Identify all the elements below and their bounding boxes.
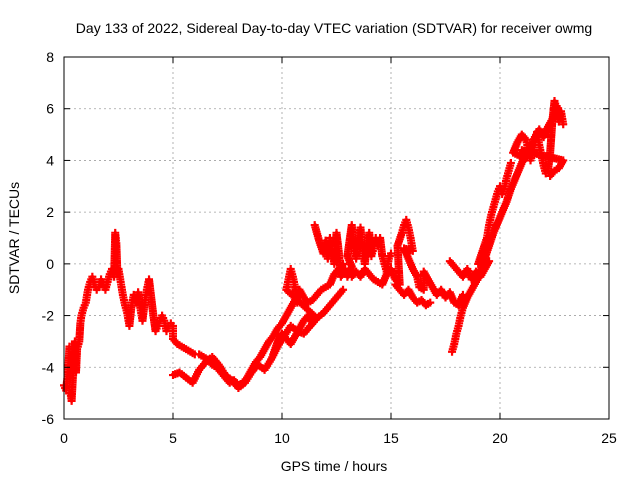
x-tick-label: 5: [169, 430, 177, 446]
y-tick-label: 2: [46, 204, 54, 220]
y-tick-label: -6: [42, 411, 55, 427]
y-axis-label: SDTVAR / TECUs: [6, 182, 22, 294]
y-tick-label: -2: [42, 308, 55, 324]
data-series-sdtvar: [60, 96, 568, 405]
plot-frame: [63, 56, 610, 420]
data-point: [559, 120, 568, 129]
y-tick-label: 8: [46, 49, 54, 65]
chart-title: Day 133 of 2022, Sidereal Day-to-day VTE…: [76, 20, 592, 36]
data-point: [293, 298, 302, 307]
x-tick-label: 10: [274, 430, 290, 446]
x-tick-label: 15: [383, 430, 399, 446]
x-tick-label: 20: [492, 430, 508, 446]
x-axis-label: GPS time / hours: [281, 458, 388, 474]
y-tick-label: -4: [42, 359, 55, 375]
y-tick-label: 6: [46, 101, 54, 117]
data-point: [387, 249, 395, 258]
y-tick-label: 4: [46, 152, 54, 168]
data-point: [426, 298, 435, 307]
data-point: [339, 285, 348, 294]
grid: [64, 57, 609, 419]
x-tick-label: 25: [601, 430, 617, 446]
x-tick-label: 0: [60, 430, 68, 446]
data-point: [506, 159, 515, 168]
y-tick-label: 0: [46, 256, 54, 272]
data-point: [557, 112, 566, 121]
axis-ticks: 0 5 10 15 20 25 -6 -4 -2 0 2 4 6 8: [42, 49, 617, 446]
